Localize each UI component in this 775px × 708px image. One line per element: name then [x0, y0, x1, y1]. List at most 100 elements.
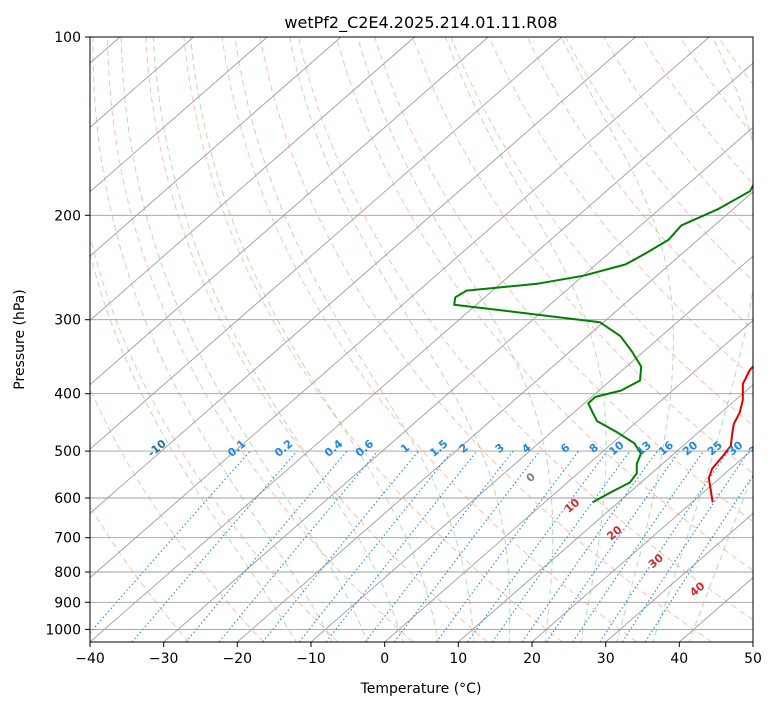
dry-adiabat-line — [90, 234, 339, 642]
moist-adiabats — [90, 37, 753, 642]
mixing-ratio-line — [545, 450, 680, 642]
mixing-ratio-label: 36 — [746, 438, 766, 458]
dry-adiabat-line — [183, 37, 563, 642]
isotherm-line — [90, 62, 753, 642]
dry-adiabat-line — [90, 505, 190, 642]
moist-adiabat-line — [560, 37, 674, 642]
mixing-ratio-label: 16 — [656, 438, 676, 458]
mixing-ratio-line — [131, 450, 298, 642]
moist-adiabat-line — [152, 37, 404, 642]
dry-adiabat-line — [259, 37, 712, 642]
mixing-ratio-label: 3 — [493, 441, 507, 456]
y-tick-label: 200 — [54, 208, 81, 224]
dry-adiabat-line — [374, 37, 753, 523]
isotherm-line — [163, 126, 753, 642]
isotherm-line — [605, 512, 753, 642]
moist-adiabat-line — [357, 37, 554, 642]
y-axis-label: Pressure (hPa) — [12, 289, 28, 389]
mixing-ratio-label: 4 — [519, 441, 533, 456]
isotherm-line — [90, 37, 268, 193]
chart-title: wetPf2_C2E4.2025.214.01.11.R08 — [284, 13, 557, 33]
dry-adiabat-label: -10 — [145, 437, 169, 460]
y-tick-label: 700 — [54, 531, 81, 547]
x-axis-label: Temperature (°C) — [360, 681, 482, 697]
dry-adiabat-line — [145, 37, 488, 642]
mixing-ratio-lines — [90, 450, 753, 642]
mixing-ratio-label: 1 — [398, 441, 412, 456]
isotherm-line — [752, 641, 753, 642]
dry-adiabat-line — [336, 37, 753, 572]
dry-adiabat-line — [107, 37, 414, 642]
skewed-isotherms — [90, 37, 753, 642]
mixing-ratio-label: 20 — [680, 438, 700, 458]
isotherm-line — [90, 37, 342, 257]
y-tick-label: 900 — [54, 595, 81, 611]
dry-adiabat-line — [221, 37, 638, 642]
temperature-profile-line — [707, 364, 753, 503]
mixing-ratio-line — [393, 450, 541, 642]
dry-adiabat-line — [679, 37, 753, 136]
y-tick-label: 500 — [54, 444, 81, 460]
x-tick-label: 0 — [380, 651, 389, 667]
isotherm-line — [310, 255, 753, 642]
moist-adiabat-label: 40 — [687, 579, 707, 599]
isotherm-line — [237, 191, 753, 642]
mixing-ratio-label: 30 — [725, 438, 745, 458]
dry-adiabat-line — [90, 387, 264, 642]
mixing-ratio-label: 8 — [587, 441, 601, 456]
mixing-ratio-label: 2 — [457, 441, 471, 456]
moist-adiabat-label: 0 — [524, 470, 538, 485]
dry-adiabat-line — [526, 37, 753, 330]
mixing-ratio-line — [621, 450, 750, 642]
mixing-ratio-line — [435, 450, 580, 642]
moist-adiabat-line — [652, 37, 753, 642]
mixing-ratio-line — [262, 450, 419, 642]
moist-adiabat-line — [120, 37, 369, 642]
mixing-ratio-line — [572, 450, 705, 642]
moist-adiabat-label: 10 — [562, 496, 582, 516]
moist-adiabat-line — [190, 37, 440, 642]
mixing-ratio-line — [298, 450, 453, 642]
x-tick-label: 40 — [670, 651, 688, 667]
mixing-ratio-label: 25 — [705, 439, 725, 459]
isotherm-line — [531, 448, 753, 642]
y-tick-label: 800 — [54, 565, 81, 581]
moist-adiabat-line — [92, 37, 333, 642]
isotherm-line — [90, 37, 415, 321]
dry-adiabat-line — [603, 37, 753, 234]
moist-adiabat-label: 20 — [605, 523, 625, 543]
x-tick-label: −30 — [149, 651, 179, 667]
moist-adiabat-line — [234, 37, 475, 642]
dry-adiabat-line — [756, 37, 775, 642]
x-axis-ticks: −40 −30 −20 −10 0 10 20 30 40 50 — [75, 642, 762, 667]
data-series — [453, 183, 753, 504]
mixing-ratio-line — [218, 450, 379, 642]
y-tick-label: 600 — [54, 491, 81, 507]
dry-adiabat-line — [488, 37, 753, 378]
x-tick-label: −40 — [75, 651, 105, 667]
y-tick-label: 1000 — [45, 622, 81, 638]
dry-adiabats — [90, 37, 775, 642]
x-tick-label: 10 — [449, 651, 467, 667]
moist-adiabat-line — [688, 472, 753, 642]
mixing-ratio-label: 6 — [558, 441, 572, 456]
isotherm-line — [90, 37, 636, 514]
plot-area: -100-90-80-70-60-50-40-30-20-100.10.20.4… — [90, 37, 775, 642]
mixing-ratio-line — [644, 474, 753, 642]
y-tick-label: 100 — [54, 30, 81, 46]
isotherm-line — [90, 37, 710, 579]
isotherm-line — [90, 37, 563, 450]
moist-adiabat-line — [90, 252, 297, 642]
y-tick-label: 300 — [54, 313, 81, 329]
x-tick-label: −10 — [296, 651, 326, 667]
dry-adiabat-line — [297, 37, 753, 621]
isotherm-line — [384, 319, 753, 642]
dry-adiabat-line — [412, 37, 753, 474]
x-tick-label: 50 — [744, 651, 762, 667]
mixing-ratio-line — [491, 450, 631, 642]
mixing-ratio-line — [599, 450, 729, 642]
y-tick-label: 400 — [54, 387, 81, 403]
x-tick-label: 20 — [523, 651, 541, 667]
isobar-gridlines — [90, 37, 753, 630]
